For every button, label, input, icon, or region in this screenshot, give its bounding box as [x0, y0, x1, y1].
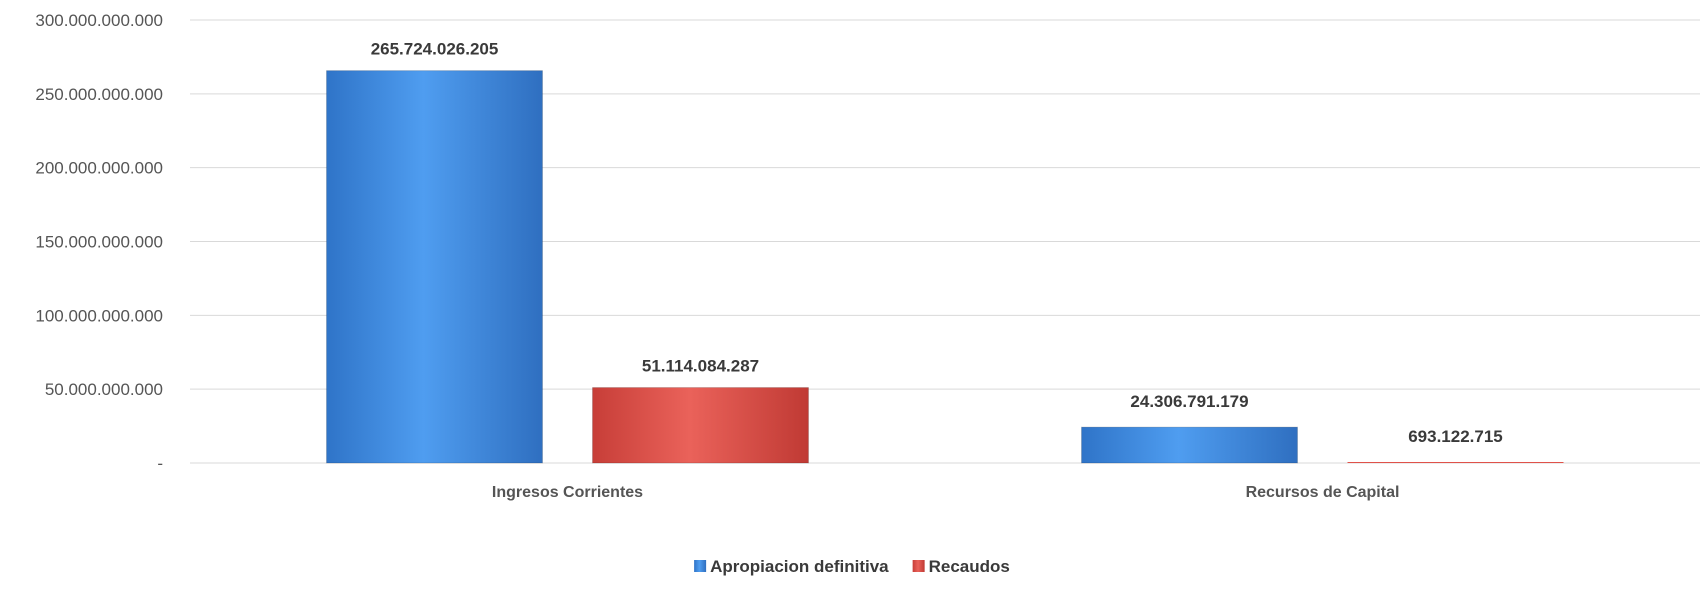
x-tick-label: Ingresos Corrientes: [492, 484, 643, 501]
y-tick-label: -: [157, 454, 163, 473]
y-tick-label: 50.000.000.000: [45, 380, 163, 399]
y-tick-label: 200.000.000.000: [35, 159, 163, 178]
data-label: 693.122.715: [1408, 427, 1503, 446]
bar-recaudos-1: [1347, 462, 1564, 463]
legend-swatch-recaudos: [912, 560, 925, 572]
data-label: 24.306.791.179: [1130, 392, 1248, 411]
bars: [326, 70, 1564, 464]
bar-apropiacion-definitiva-0: [326, 70, 543, 464]
y-axis-ticks: - 50.000.000.000 100.000.000.000 150.000.00…: [35, 11, 163, 473]
x-axis-ticks: Ingresos Corrientes Recursos de Capital: [492, 484, 1399, 501]
y-tick-label: 100.000.000.000: [35, 306, 163, 325]
bar-recaudos-0: [592, 387, 809, 464]
legend-label: Apropiacion definitiva: [710, 557, 889, 576]
data-label: 265.724.026.205: [371, 40, 499, 59]
y-tick-label: 150.000.000.000: [35, 233, 163, 252]
y-tick-label: 250.000.000.000: [35, 85, 163, 104]
bar-apropiacion-definitiva-1: [1081, 426, 1298, 464]
data-labels: 265.724.026.205 51.114.084.287 24.306.791.…: [371, 40, 1503, 446]
legend: Apropiacion definitiva Recaudos: [694, 557, 1010, 576]
legend-label: Recaudos: [929, 557, 1010, 576]
data-label: 51.114.084.287: [642, 357, 759, 376]
y-tick-label: 300.000.000.000: [35, 11, 163, 30]
x-tick-label: Recursos de Capital: [1246, 484, 1400, 501]
legend-swatch-apropiacion-definitiva: [694, 560, 707, 572]
